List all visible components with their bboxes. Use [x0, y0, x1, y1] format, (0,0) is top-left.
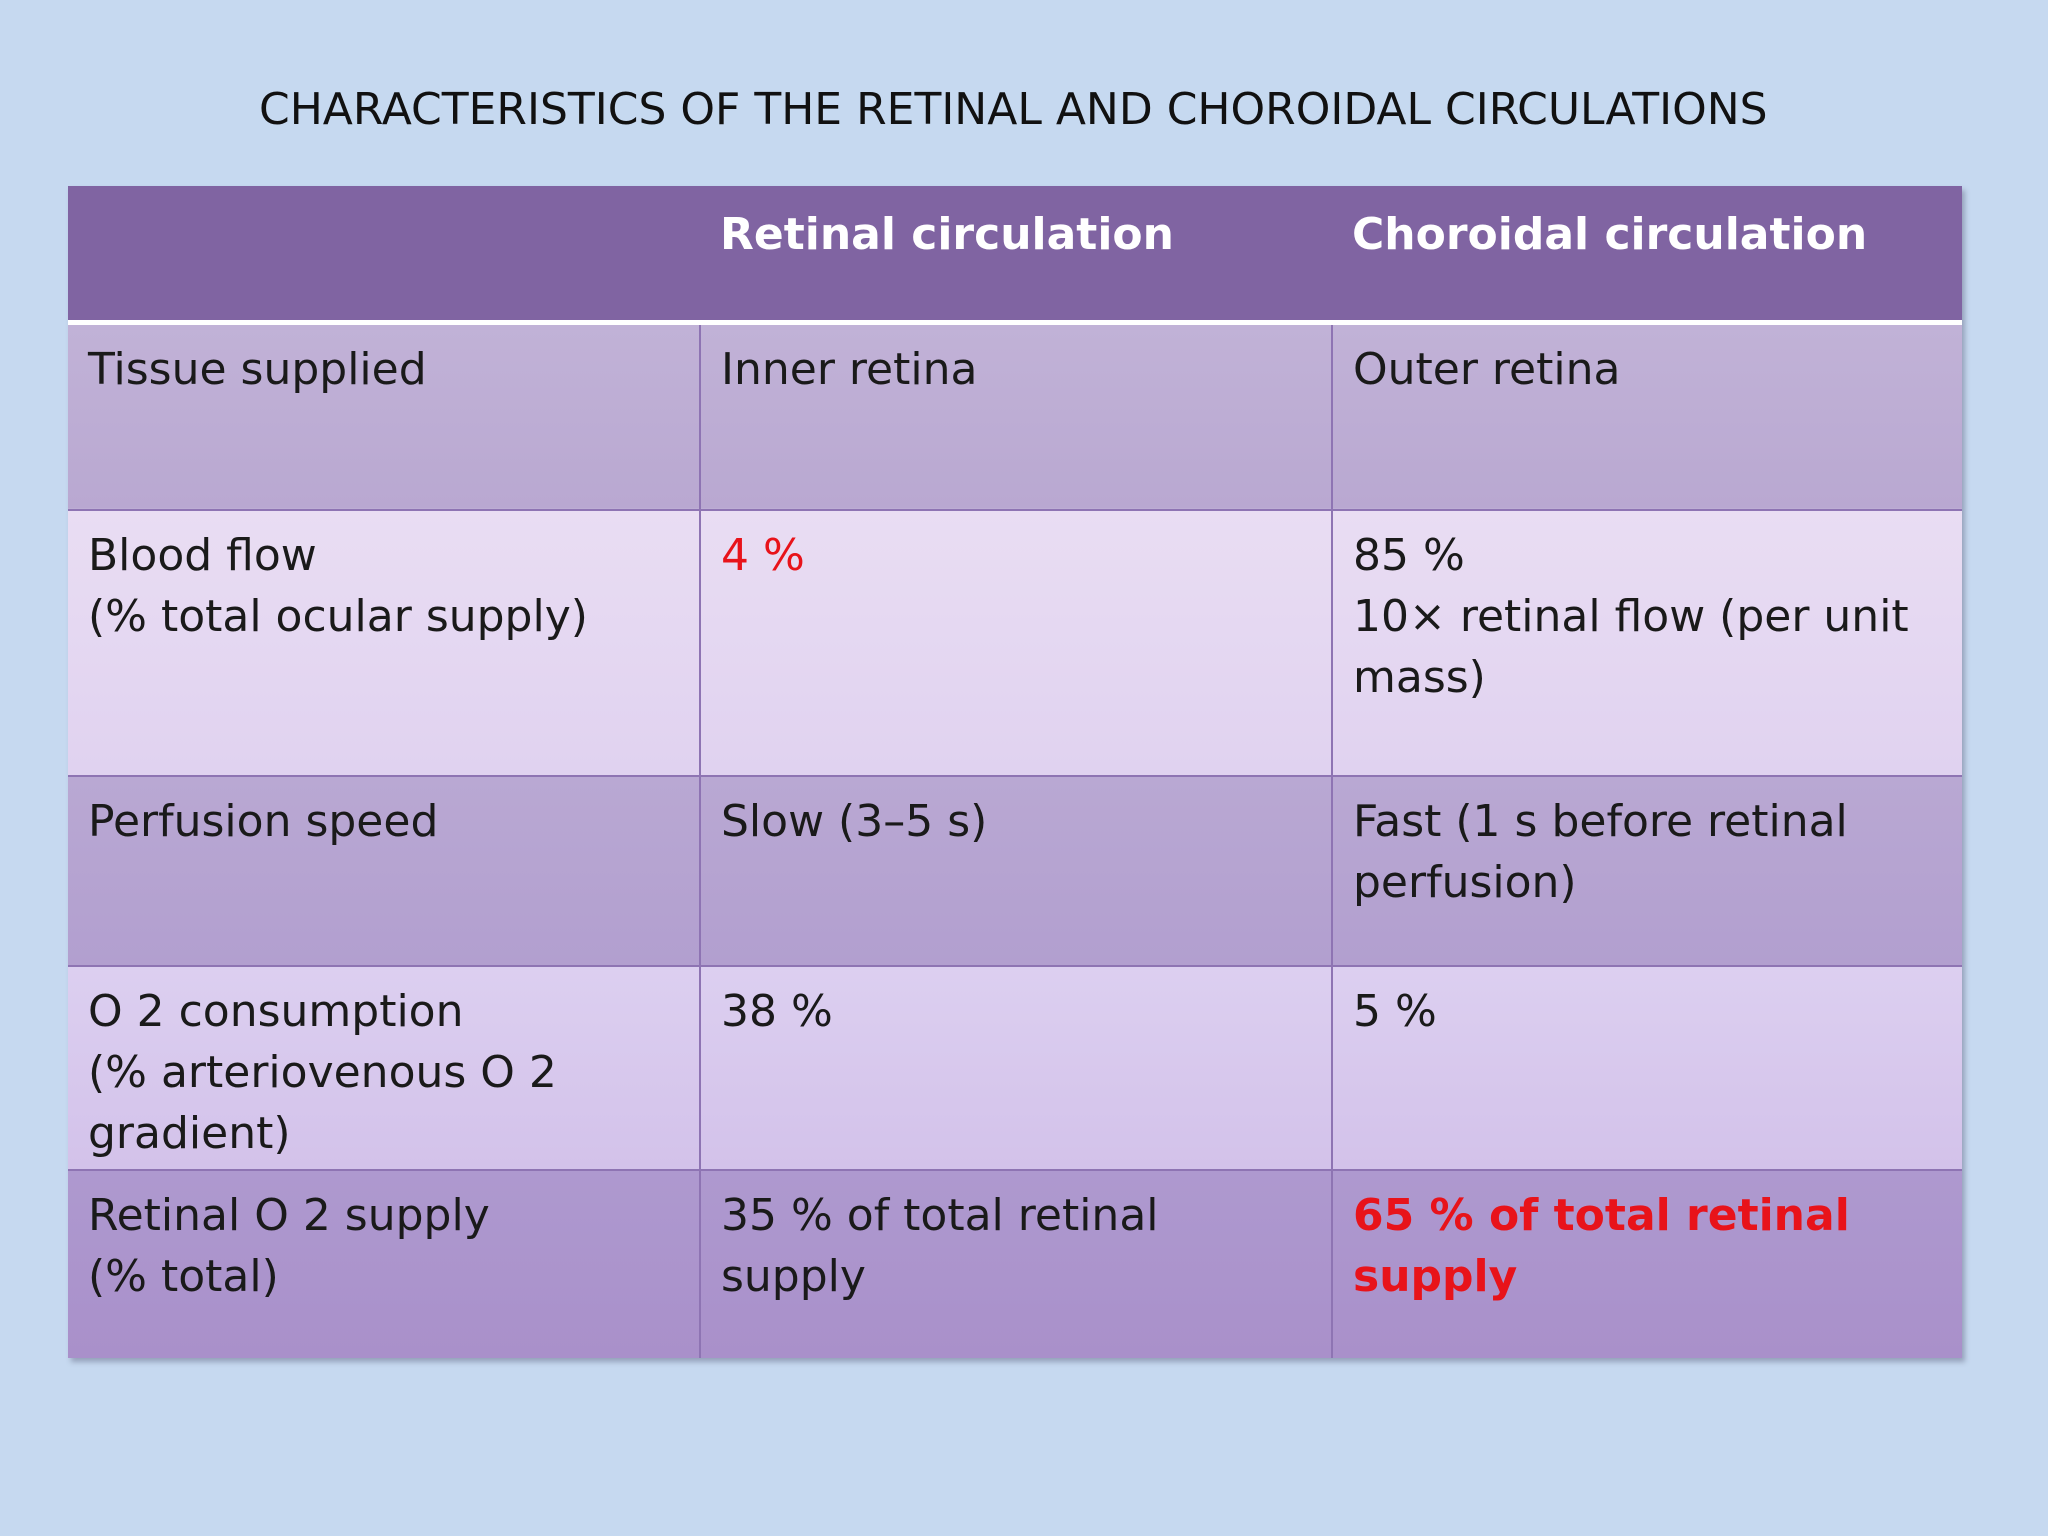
choroidal-value-cell: Outer retina: [1331, 322, 1962, 510]
table-row-blood-flow: Blood flow (% total ocular supply) 4 % 8…: [68, 509, 1962, 776]
table-row-perfusion-speed: Perfusion speed Slow (3–5 s) Fast (1 s b…: [68, 775, 1962, 966]
slide-title: CHARACTERISTICS OF THE RETINAL AND CHORO…: [259, 84, 1768, 135]
row-sublabel: (% total): [88, 1251, 279, 1302]
choroidal-value: 65 % of total retinal supply: [1353, 1190, 1850, 1302]
row-label-cell: Tissue supplied: [68, 322, 701, 510]
choroidal-value: Outer retina: [1353, 343, 1621, 395]
header-choroidal-circulation: Choroidal circulation: [1332, 186, 1962, 325]
header-retinal-circulation: Retinal circulation: [700, 186, 1332, 325]
row-label: Blood flow: [88, 530, 317, 581]
row-label: O 2 consumption: [88, 986, 464, 1037]
choroidal-value: Fast (1 s before retinal perfusion): [1353, 796, 1848, 908]
comparison-table-container: Retinal circulation Choroidal circulatio…: [68, 186, 1962, 1358]
table-row-o2-consumption: O 2 consumption (% arteriovenous O 2 gra…: [68, 965, 1962, 1170]
comparison-table: Retinal circulation Choroidal circulatio…: [68, 186, 1962, 1358]
retinal-value-cell: 38 %: [699, 965, 1333, 1170]
retinal-value-cell: Inner retina: [699, 322, 1333, 510]
choroidal-value-note: 10× retinal flow (per unit mass): [1353, 591, 1909, 703]
row-label: Perfusion speed: [88, 796, 439, 847]
retinal-value-cell: 35 % of total retinal supply: [699, 1169, 1333, 1358]
choroidal-value: 5 %: [1353, 986, 1437, 1037]
row-label: Tissue supplied: [88, 343, 427, 395]
choroidal-value-cell-highlighted: 65 % of total retinal supply: [1331, 1169, 1962, 1358]
row-label-cell: O 2 consumption (% arteriovenous O 2 gra…: [68, 965, 701, 1170]
choroidal-value: 85 %: [1353, 530, 1465, 581]
row-sublabel: (% total ocular supply): [88, 591, 588, 642]
choroidal-value-cell: Fast (1 s before retinal perfusion): [1331, 775, 1962, 966]
row-sublabel: (% arteriovenous O 2 gradient): [88, 1047, 557, 1159]
choroidal-value-cell: 85 % 10× retinal flow (per unit mass): [1331, 509, 1962, 776]
table-row-tissue-supplied: Tissue supplied Inner retina Outer retin…: [68, 322, 1962, 510]
row-label-cell: Blood flow (% total ocular supply): [68, 509, 701, 776]
table-header-row: Retinal circulation Choroidal circulatio…: [68, 186, 1962, 325]
choroidal-value-cell: 5 %: [1331, 965, 1962, 1170]
row-label-cell: Perfusion speed: [68, 775, 701, 966]
header-empty-cell: [68, 186, 700, 325]
retinal-value-cell-highlighted: 4 %: [699, 509, 1333, 776]
row-label: Retinal O 2 supply: [88, 1190, 490, 1241]
row-label-cell: Retinal O 2 supply (% total): [68, 1169, 701, 1358]
table-row-retinal-o2-supply: Retinal O 2 supply (% total) 35 % of tot…: [68, 1169, 1962, 1358]
retinal-value-cell: Slow (3–5 s): [699, 775, 1333, 966]
